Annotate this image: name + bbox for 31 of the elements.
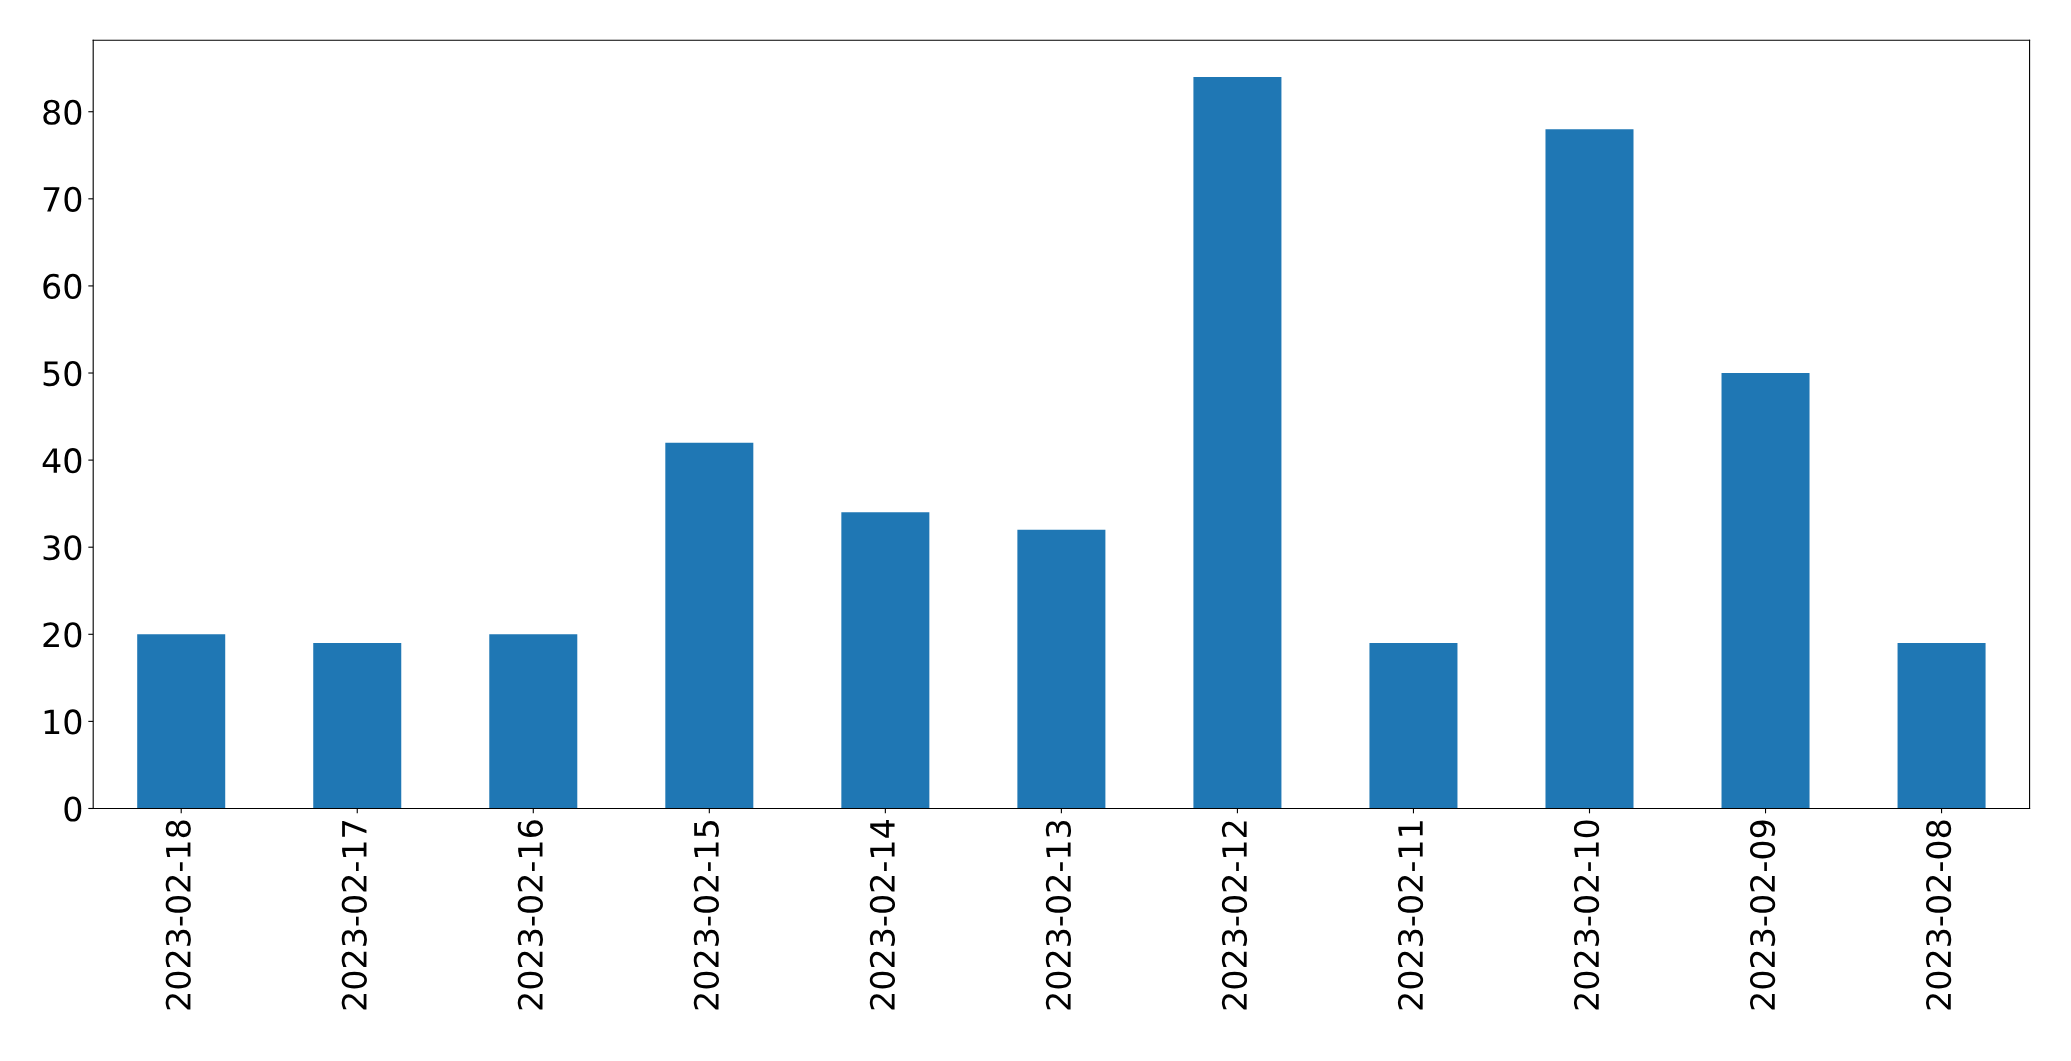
bar: [841, 512, 930, 809]
y-tick-label: 30: [43, 535, 82, 561]
y-tick-label: 70: [43, 186, 82, 212]
x-tick-label: 2023-02-16: [517, 820, 543, 1010]
x-tick-label: 2023-02-09: [1749, 820, 1776, 1010]
y-tick-label: 40: [42, 448, 82, 474]
x-tick-label: 2023-02-10: [1573, 820, 1600, 1010]
y-tick-label: 80: [43, 99, 82, 125]
bar: [137, 634, 226, 809]
x-tick-label: 2023-02-18: [165, 820, 191, 1010]
y-tick-label: 50: [43, 360, 82, 387]
x-tick-label: 2023-02-17: [341, 821, 367, 1010]
bar: [665, 442, 754, 809]
bar: [1017, 529, 1106, 809]
bar: [1897, 643, 1986, 809]
x-tick-label: 2023-02-12: [1221, 821, 1248, 1010]
bar: [1721, 373, 1810, 809]
x-tick-label: 2023-02-08: [1926, 820, 1952, 1010]
x-tick-label: 2023-02-15: [693, 821, 719, 1010]
bar: [313, 643, 402, 809]
bar: [1545, 129, 1634, 809]
y-tick-label: 60: [43, 273, 82, 300]
x-tick-label: 2023-02-14: [869, 820, 896, 1010]
y-tick-label: 10: [44, 709, 82, 735]
bar: [1193, 76, 1282, 809]
y-tick-label: 20: [43, 622, 82, 648]
x-tick-label: 2023-02-13: [1045, 820, 1072, 1010]
bar: [489, 634, 578, 809]
bar: [1369, 643, 1458, 809]
x-tick-label: 2023-02-11: [1397, 821, 1424, 1010]
y-tick-label: 0: [64, 796, 82, 822]
